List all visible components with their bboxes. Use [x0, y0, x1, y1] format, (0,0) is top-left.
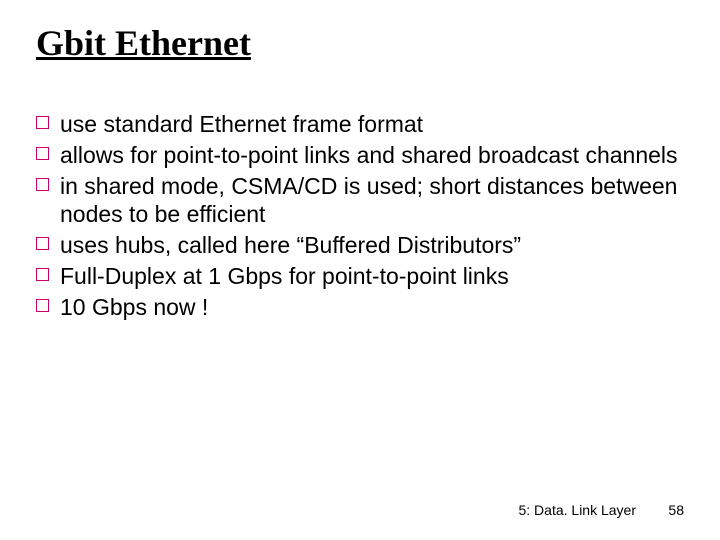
bullet-marker-icon	[36, 299, 49, 312]
list-item-text: uses hubs, called here “Buffered Distrib…	[60, 232, 521, 258]
list-item-text: use standard Ethernet frame format	[60, 111, 423, 137]
list-item: uses hubs, called here “Buffered Distrib…	[36, 231, 684, 260]
bullet-marker-icon	[36, 237, 49, 250]
list-item: use standard Ethernet frame format	[36, 110, 684, 139]
bullet-list: use standard Ethernet frame format allow…	[36, 110, 684, 321]
bullet-marker-icon	[36, 116, 49, 129]
slide-title: Gbit Ethernet	[36, 22, 684, 64]
list-item: allows for point-to-point links and shar…	[36, 141, 684, 170]
bullet-marker-icon	[36, 268, 49, 281]
bullet-marker-icon	[36, 147, 49, 160]
bullet-marker-icon	[36, 178, 49, 191]
list-item: Full-Duplex at 1 Gbps for point-to-point…	[36, 262, 684, 291]
list-item-text: in shared mode, CSMA/CD is used; short d…	[60, 173, 677, 228]
list-item-text: Full-Duplex at 1 Gbps for point-to-point…	[60, 263, 509, 289]
list-item: 10 Gbps now !	[36, 293, 684, 322]
footer-page-number: 58	[668, 502, 684, 518]
list-item: in shared mode, CSMA/CD is used; short d…	[36, 172, 684, 230]
list-item-text: 10 Gbps now !	[60, 294, 208, 320]
footer-chapter-label: 5: Data. Link Layer	[518, 502, 636, 518]
list-item-text: allows for point-to-point links and shar…	[60, 142, 678, 168]
slide: Gbit Ethernet use standard Ethernet fram…	[0, 0, 720, 540]
